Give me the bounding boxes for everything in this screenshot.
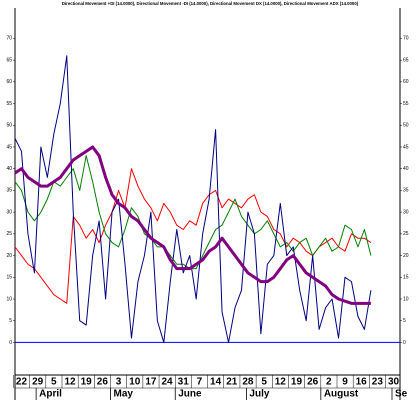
x-tick-label: 17 [145, 377, 157, 388]
x-tick-label: 21 [226, 377, 238, 388]
x-tick-label: 22 [16, 377, 28, 388]
x-tick-label: 9 [342, 377, 348, 388]
x-tick-label: 19 [291, 377, 303, 388]
x-tick-label: 10 [129, 377, 141, 388]
y-tick-label-right: 40 [403, 166, 409, 172]
y-tick-label: 10 [6, 296, 12, 302]
x-tick-label: 12 [64, 377, 76, 388]
series-line [14, 155, 372, 270]
x-tick-label: 7 [197, 377, 203, 388]
y-tick-label: 35 [6, 188, 12, 194]
month-label: April [39, 389, 62, 400]
x-tick-label: 26 [97, 377, 109, 388]
x-tick-label: 29 [32, 377, 44, 388]
y-tick-label-right: 20 [403, 253, 409, 259]
x-tick-label: 12 [275, 377, 287, 388]
y-tick-label-right: 60 [403, 79, 409, 85]
month-label: July [249, 389, 269, 400]
x-tick-label: 14 [210, 377, 222, 388]
series-line [14, 145, 371, 305]
y-tick-label: 0 [9, 340, 12, 346]
x-tick-label: 26 [307, 377, 319, 388]
y-tick-label: 25 [6, 231, 12, 237]
month-label: May [114, 389, 134, 400]
y-tick-label-right: 5 [403, 318, 406, 324]
y-tick-label: 40 [6, 166, 12, 172]
y-tick-label: 50 [6, 123, 12, 129]
y-tick-label-right: 70 [403, 36, 409, 42]
x-tick-label: 23 [372, 377, 384, 388]
chart-title: Directional Movement +DI (14.0000), Dire… [62, 1, 359, 6]
y-tick-label: 30 [6, 209, 12, 215]
x-tick-label: 19 [81, 377, 93, 388]
x-tick-label: 24 [161, 377, 173, 388]
y-tick-label-right: 0 [403, 340, 406, 346]
y-tick-label: 20 [6, 253, 12, 259]
series-line [14, 55, 372, 343]
x-tick-label: 30 [388, 377, 400, 388]
x-tick-label: 16 [356, 377, 368, 388]
y-tick-label-right: 50 [403, 123, 409, 129]
x-tick-label: 5 [261, 377, 267, 388]
month-label: August [324, 389, 359, 400]
y-tick-label-right: 25 [403, 231, 409, 237]
month-label: June [178, 389, 202, 400]
month-label: Se [395, 389, 408, 400]
y-tick-label: 5 [9, 318, 12, 324]
x-tick-label: 3 [116, 377, 122, 388]
y-tick-label-right: 15 [403, 275, 409, 281]
y-tick-label: 55 [6, 101, 12, 107]
y-tick-label-right: 45 [403, 144, 409, 150]
y-tick-label: 65 [6, 57, 12, 63]
y-tick-label-right: 55 [403, 101, 409, 107]
x-tick-label: 5 [51, 377, 57, 388]
x-tick-label: 2 [326, 377, 332, 388]
y-tick-label: 70 [6, 36, 12, 42]
y-tick-label: 15 [6, 275, 12, 281]
y-tick-label-right: 65 [403, 57, 409, 63]
y-tick-label: 60 [6, 79, 12, 85]
y-tick-label-right: 30 [403, 209, 409, 215]
y-tick-label-right: 10 [403, 296, 409, 302]
x-tick-label: 28 [242, 377, 254, 388]
series-line [14, 168, 372, 304]
x-tick-label: 31 [178, 377, 190, 388]
y-tick-label: 45 [6, 144, 12, 150]
y-tick-label-right: 35 [403, 188, 409, 194]
